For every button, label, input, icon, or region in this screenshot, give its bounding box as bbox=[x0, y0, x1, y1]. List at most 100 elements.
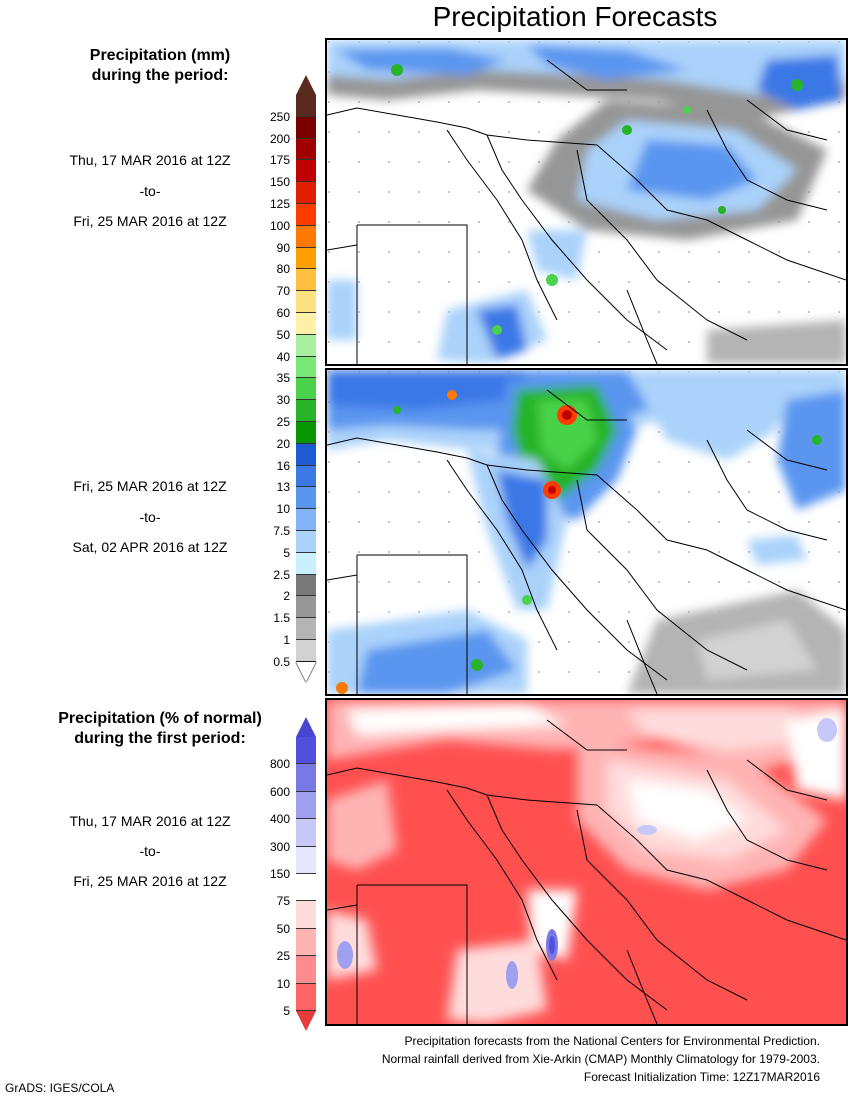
colorbar-cell bbox=[296, 983, 316, 1011]
mm-legend-header: Precipitation (mm) during the period: bbox=[40, 46, 280, 86]
footer-notes: Precipitation forecasts from the Nationa… bbox=[382, 1032, 820, 1086]
grads-credit: GrADS: IGES/COLA bbox=[5, 1081, 115, 1095]
country-borders-period2 bbox=[327, 389, 846, 694]
colorbar-cell bbox=[296, 509, 316, 531]
colorbar-cell bbox=[296, 203, 316, 226]
colorbar-tick-label: 13 bbox=[276, 480, 290, 495]
colorbar-tick-label: 50 bbox=[276, 921, 290, 936]
colorbar-tick-label: 600 bbox=[269, 784, 290, 799]
colorbar-tick-label: 175 bbox=[269, 153, 290, 168]
colorbar-cell bbox=[296, 764, 316, 792]
colorbar-tick-label: 20 bbox=[276, 436, 290, 451]
precip-field-period2 bbox=[327, 370, 846, 694]
period1-end: Fri, 25 MAR 2016 at 12Z bbox=[73, 213, 227, 229]
precip-pct-map bbox=[327, 700, 846, 1024]
colorbar-cell bbox=[296, 95, 316, 117]
colorbar-cell bbox=[296, 160, 316, 183]
colorbar-tick-label: 90 bbox=[276, 240, 290, 255]
colorbar-tick-label: 5 bbox=[283, 545, 290, 560]
precip-cores-period1 bbox=[391, 64, 803, 335]
colorbar-tick-label: 80 bbox=[276, 262, 290, 277]
period1-start: Thu, 17 MAR 2016 at 12Z bbox=[69, 152, 231, 168]
pct-legend-header: Precipitation (% of normal) during the f… bbox=[20, 709, 300, 749]
colorbar-cell bbox=[296, 639, 316, 662]
colorbar-tick-label: 75 bbox=[276, 894, 290, 909]
precip-map-period2 bbox=[327, 370, 846, 694]
precip-cores-period2 bbox=[336, 390, 822, 694]
colorbar-cell bbox=[296, 116, 316, 139]
colorbar-cell bbox=[296, 400, 316, 422]
colorbar-tick-label: 100 bbox=[269, 218, 290, 233]
colorbar-cell bbox=[296, 312, 316, 335]
colorbar-cell bbox=[296, 138, 316, 161]
page-title: Precipitation Forecasts bbox=[432, 1, 718, 32]
colorbar-tick-label: 800 bbox=[269, 757, 290, 772]
colorbar-cell bbox=[296, 356, 316, 379]
precip-pct-colorbar bbox=[296, 717, 316, 1031]
precip-map-period1 bbox=[327, 40, 846, 364]
period2-start: Fri, 25 MAR 2016 at 12Z bbox=[73, 478, 227, 494]
precip-field-period1 bbox=[327, 40, 846, 364]
colorbar-cell bbox=[296, 487, 316, 510]
pct-field bbox=[327, 700, 846, 1024]
colorbar-cell bbox=[296, 737, 316, 765]
colorbar-cell bbox=[296, 334, 316, 357]
period3-start: Thu, 17 MAR 2016 at 12Z bbox=[69, 813, 231, 829]
colorbar-tick-label: 0.5 bbox=[273, 654, 290, 669]
colorbar-cell bbox=[296, 225, 316, 248]
pct-highs bbox=[337, 718, 837, 989]
map-panel-period2 bbox=[325, 368, 848, 696]
colorbar-tick-label: 2 bbox=[283, 589, 290, 604]
period2-separator: -to- bbox=[139, 509, 161, 525]
colorbar-tick-label: 50 bbox=[276, 327, 290, 342]
country-borders-pct bbox=[327, 719, 846, 1024]
colorbar-tick-label: 5 bbox=[283, 1004, 290, 1018]
colorbar-tick-label: 25 bbox=[276, 415, 290, 429]
colorbar-cell bbox=[296, 819, 316, 847]
mm-legend-header-line2: during the period: bbox=[91, 67, 229, 84]
footer-line2: Normal rainfall derived from Xie-Arkin (… bbox=[381, 1052, 820, 1066]
colorbar-tick-label: 1 bbox=[283, 633, 290, 647]
country-borders-period1 bbox=[327, 59, 846, 364]
map-panel-period1 bbox=[325, 38, 848, 366]
colorbar-cell bbox=[296, 530, 316, 553]
colorbar-cell bbox=[296, 269, 316, 292]
footer-line3: Forecast Initialization Time: 12Z17MAR20… bbox=[583, 1070, 820, 1084]
colorbar-tick-label: 35 bbox=[276, 371, 290, 386]
colorbar-cell bbox=[296, 291, 316, 313]
map-panel-percent-normal bbox=[325, 698, 848, 1026]
colorbar-cell bbox=[296, 596, 316, 619]
colorbar-cell bbox=[296, 465, 316, 488]
colorbar-tick-label: 125 bbox=[269, 197, 290, 211]
colorbar-bottom-arrow bbox=[296, 661, 316, 682]
colorbar-tick-label: 40 bbox=[276, 349, 290, 364]
colorbar-cell bbox=[296, 443, 316, 466]
colorbar-bottom-arrow bbox=[296, 1010, 316, 1031]
footer-line1: Precipitation forecasts from the Nationa… bbox=[404, 1034, 820, 1048]
colorbar-tick-label: 10 bbox=[276, 502, 290, 517]
colorbar-cell bbox=[296, 552, 316, 575]
pct-legend-header-line2: during the first period: bbox=[74, 730, 246, 747]
period3-separator: -to- bbox=[139, 843, 161, 859]
colorbar-tick-label: 70 bbox=[276, 284, 290, 299]
colorbar-tick-label: 10 bbox=[276, 976, 290, 991]
colorbar-cell bbox=[296, 618, 316, 640]
colorbar-tick-label: 60 bbox=[276, 306, 290, 320]
colorbar-tick-label: 300 bbox=[269, 839, 290, 854]
colorbar-tick-label: 150 bbox=[269, 175, 290, 190]
colorbar-cell bbox=[296, 378, 316, 401]
mm-legend-header-line1: Precipitation (mm) bbox=[89, 47, 231, 64]
colorbar-tick-label: 30 bbox=[276, 393, 290, 408]
colorbar-cell bbox=[296, 247, 316, 270]
colorbar-tick-label: 200 bbox=[269, 131, 290, 146]
colorbar-tick-label: 7.5 bbox=[273, 524, 290, 538]
precip-mm-colorbar bbox=[296, 75, 316, 682]
colorbar-tick-label: 400 bbox=[269, 812, 290, 827]
colorbar-tick-label: 25 bbox=[276, 949, 290, 964]
period1-separator: -to- bbox=[139, 183, 161, 199]
colorbar-cell bbox=[296, 873, 316, 902]
colorbar-cell bbox=[296, 846, 316, 874]
colorbar-tick-label: 16 bbox=[276, 458, 290, 473]
colorbar-top-arrow bbox=[296, 717, 316, 737]
colorbar-tick-label: 250 bbox=[269, 109, 290, 124]
